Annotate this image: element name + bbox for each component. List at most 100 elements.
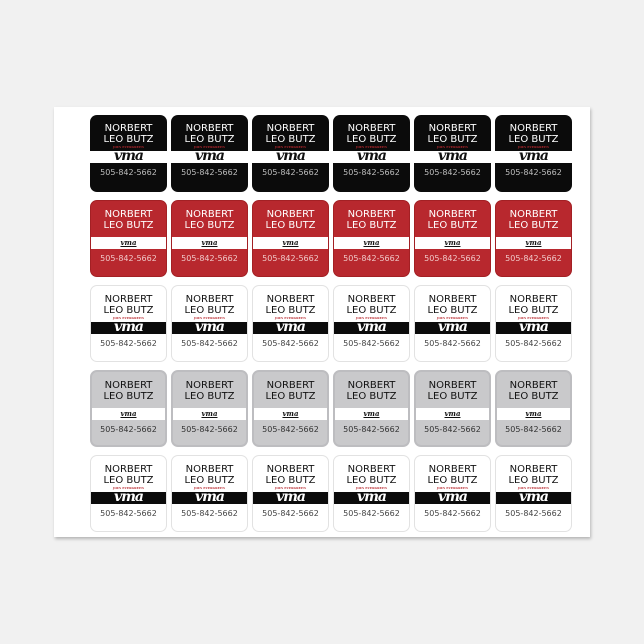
sticker-white: NORBERT LEO BUTZ JOIN EVERGREEN vma 505-84…: [495, 285, 572, 362]
name-line-1: NORBERT: [347, 294, 396, 305]
sticker-name: NORBERT LEO BUTZ: [91, 209, 166, 231]
logo-text: vma: [275, 319, 306, 335]
logo-band: [254, 408, 327, 420]
sticker-black: NORBERT LEO BUTZ JOIN EVERGREEN vma 505-84…: [252, 115, 329, 192]
vma-logo: vma: [525, 238, 542, 247]
name-line-2: LEO BUTZ: [103, 475, 154, 486]
logo-band: [496, 322, 571, 334]
sticker-name: NORBERT LEO BUTZ: [172, 209, 247, 231]
vma-logo: vma: [120, 409, 137, 418]
sticker-sheet: NORBERT LEO BUTZ JOIN EVERGREEN vma 505-84…: [54, 107, 590, 537]
phone-number: 505-842-5662: [100, 254, 157, 263]
phone-number: 505-842-5662: [100, 509, 157, 518]
logo-tagline: JOIN EVERGREEN: [275, 486, 306, 490]
vma-logo: JOIN EVERGREEN vma: [253, 316, 328, 334]
sticker-name: NORBERT LEO BUTZ: [91, 294, 166, 316]
sticker-name: NORBERT LEO BUTZ: [334, 294, 409, 316]
name-line-1: NORBERT: [104, 294, 153, 305]
sticker-white: NORBERT LEO BUTZ JOIN EVERGREEN vma 505-84…: [333, 285, 410, 362]
name-line-1: NORBERT: [266, 464, 315, 475]
name-line-1: NORBERT: [509, 294, 558, 305]
phone-number: 505-842-5662: [343, 509, 400, 518]
logo-tagline: JOIN EVERGREEN: [437, 145, 468, 149]
sticker-white: NORBERT LEO BUTZ JOIN EVERGREEN vma 505-84…: [414, 455, 491, 532]
phone-number: 505-842-5662: [181, 425, 238, 434]
logo-text: vma: [113, 319, 144, 335]
phone-number: 505-842-5662: [262, 168, 319, 177]
vma-logo: vma: [444, 238, 461, 247]
name-line-1: NORBERT: [185, 123, 234, 134]
sticker-name: NORBERT LEO BUTZ: [335, 380, 408, 402]
name-line-1: NORBERT: [428, 380, 477, 391]
vma-logo: vma: [282, 409, 299, 418]
logo-band: [334, 322, 409, 334]
sticker-white: NORBERT LEO BUTZ JOIN EVERGREEN vma 505-84…: [333, 455, 410, 532]
sticker-white: NORBERT LEO BUTZ JOIN EVERGREEN vma 505-84…: [171, 455, 248, 532]
name-line-2: LEO BUTZ: [346, 475, 397, 486]
logo-band: [496, 237, 571, 249]
phone-number: 505-842-5662: [505, 254, 562, 263]
phone-number: 505-842-5662: [424, 339, 481, 348]
logo-tagline: JOIN EVERGREEN: [356, 145, 387, 149]
logo-band: [335, 408, 408, 420]
logo-text: vma: [194, 148, 225, 164]
sticker-red: NORBERT LEO BUTZ vma 505-842-5662: [495, 200, 572, 277]
logo-band: [495, 151, 572, 163]
name-line-2: LEO BUTZ: [103, 391, 154, 402]
sticker-name: NORBERT LEO BUTZ: [496, 294, 571, 316]
name-line-1: NORBERT: [428, 123, 477, 134]
sticker-name: NORBERT LEO BUTZ: [415, 294, 490, 316]
logo-tagline: JOIN EVERGREEN: [518, 145, 549, 149]
sticker-name: NORBERT LEO BUTZ: [495, 123, 572, 145]
name-line-2: LEO BUTZ: [265, 305, 316, 316]
sticker-name: NORBERT LEO BUTZ: [172, 294, 247, 316]
phone-number: 505-842-5662: [343, 425, 400, 434]
logo-text: vma: [518, 319, 549, 335]
name-line-2: LEO BUTZ: [508, 305, 559, 316]
logo-band: [253, 322, 328, 334]
vma-logo: JOIN EVERGREEN vma: [91, 486, 166, 504]
name-line-1: NORBERT: [347, 380, 396, 391]
phone-number: 505-842-5662: [505, 339, 562, 348]
logo-text: vma: [275, 148, 306, 164]
logo-band: [414, 151, 491, 163]
logo-band: [90, 151, 167, 163]
sticker-grid: NORBERT LEO BUTZ JOIN EVERGREEN vma 505-84…: [90, 115, 572, 532]
name-line-1: NORBERT: [266, 123, 315, 134]
logo-band: [91, 492, 166, 504]
sticker-red: NORBERT LEO BUTZ vma 505-842-5662: [414, 200, 491, 277]
sticker-grey: NORBERT LEO BUTZ vma 505-842-5662: [495, 370, 572, 447]
vma-logo: JOIN EVERGREEN vma: [333, 145, 410, 163]
sticker-name: NORBERT LEO BUTZ: [171, 123, 248, 145]
sticker-red: NORBERT LEO BUTZ vma 505-842-5662: [90, 200, 167, 277]
logo-band: [172, 492, 247, 504]
logo-tagline: JOIN EVERGREEN: [518, 486, 549, 490]
sticker-name: NORBERT LEO BUTZ: [416, 380, 489, 402]
vma-logo: JOIN EVERGREEN vma: [415, 316, 490, 334]
name-line-2: LEO BUTZ: [265, 475, 316, 486]
name-line-1: NORBERT: [428, 464, 477, 475]
vma-logo: JOIN EVERGREEN vma: [496, 316, 571, 334]
name-line-1: NORBERT: [428, 294, 477, 305]
name-line-1: NORBERT: [104, 123, 153, 134]
vma-logo: vma: [363, 238, 380, 247]
vma-logo: JOIN EVERGREEN vma: [495, 145, 572, 163]
logo-text: vma: [437, 319, 468, 335]
logo-tagline: JOIN EVERGREEN: [275, 145, 306, 149]
sticker-red: NORBERT LEO BUTZ vma 505-842-5662: [171, 200, 248, 277]
logo-text: vma: [275, 489, 306, 505]
sticker-black: NORBERT LEO BUTZ JOIN EVERGREEN vma 505-84…: [333, 115, 410, 192]
logo-band: [253, 237, 328, 249]
logo-text: vma: [356, 148, 387, 164]
logo-band: [333, 151, 410, 163]
phone-number: 505-842-5662: [505, 168, 562, 177]
name-line-1: NORBERT: [509, 209, 558, 220]
name-line-2: LEO BUTZ: [265, 134, 316, 145]
phone-number: 505-842-5662: [424, 168, 481, 177]
logo-text: vma: [356, 489, 387, 505]
sticker-name: NORBERT LEO BUTZ: [415, 464, 490, 486]
phone-number: 505-842-5662: [262, 339, 319, 348]
name-line-2: LEO BUTZ: [427, 475, 478, 486]
name-line-1: NORBERT: [185, 380, 234, 391]
sticker-name: NORBERT LEO BUTZ: [497, 380, 570, 402]
